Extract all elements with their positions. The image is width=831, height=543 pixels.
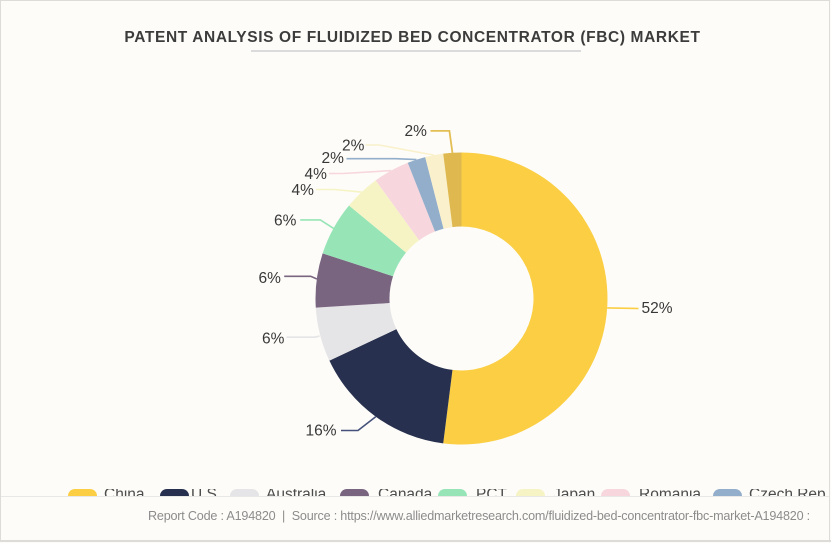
svg-text:4%: 4% [305,166,328,183]
svg-text:2%: 2% [342,138,365,155]
svg-text:16%: 16% [306,423,337,440]
svg-text:4%: 4% [292,182,315,199]
svg-text:6%: 6% [262,331,285,348]
svg-text:52%: 52% [642,300,673,317]
svg-text:2%: 2% [322,150,345,167]
svg-text:2%: 2% [405,123,428,140]
svg-text:6%: 6% [259,270,282,287]
svg-text:6%: 6% [274,213,297,230]
